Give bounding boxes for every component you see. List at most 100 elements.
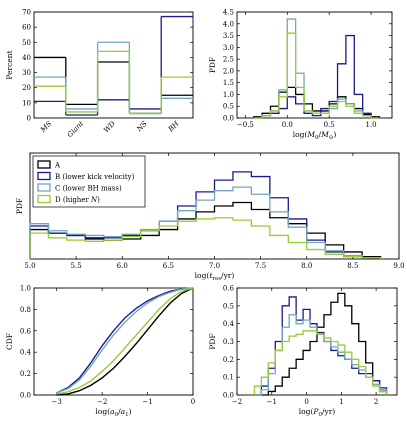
- y-tick-label: 70: [22, 9, 31, 17]
- series-A: [34, 56, 193, 115]
- y-tick-label: 0.0: [223, 392, 234, 400]
- x-tick-label: 6.5: [163, 262, 174, 270]
- y-axis-label: PDF: [15, 198, 24, 214]
- y-tick-label: 0.5: [223, 302, 234, 310]
- y-tick-label: 10: [22, 99, 31, 107]
- y-tick-label: 0.4: [223, 320, 235, 328]
- axes-frame: [236, 11, 393, 119]
- series-A-histogram: [254, 292, 388, 396]
- legend-label: C (lower BH mass): [55, 185, 122, 193]
- y-tick-label: 3.0: [223, 44, 234, 52]
- x-tick-label: 0.0: [282, 121, 293, 129]
- x-tick-label: −2: [232, 398, 242, 406]
- legend-swatch: [37, 183, 51, 192]
- y-tick-label: 1.0: [223, 91, 234, 99]
- x-tick-label: 5.5: [71, 262, 82, 270]
- y-tick-label: 0.8: [20, 306, 31, 314]
- x-tick-label: 1: [339, 398, 343, 406]
- series-B-cdf-line: [56, 287, 194, 394]
- x-tick-label: 7.5: [255, 262, 266, 270]
- series-B-histogram: [254, 296, 388, 396]
- legend-swatch: [37, 194, 51, 204]
- series-C-cdf-line: [56, 287, 194, 394]
- x-tick-label: −0.5: [237, 121, 254, 129]
- y-tick-label: 50: [22, 39, 31, 47]
- x-tick-label: 1.0: [365, 121, 376, 129]
- y-tick-label: 4.5: [223, 9, 234, 17]
- y-tick-label: 0.4: [20, 349, 32, 357]
- legend: A B (lower kick velocity) C (lower BH mass…: [32, 155, 146, 208]
- x-tick-label: 5.0: [24, 262, 35, 270]
- y-tick-label: 1.5: [223, 79, 234, 87]
- y-axis-label: Percent: [5, 50, 14, 79]
- y-axis-label: PDF: [208, 333, 217, 349]
- category-label: Giant: [66, 120, 85, 139]
- series-D-histogram: [253, 330, 388, 395]
- legend-swatch: [37, 171, 51, 181]
- category-label: WD: [102, 119, 117, 134]
- series-B: [34, 15, 193, 116]
- x-axis-label: log(M0/M⊙): [293, 130, 337, 141]
- y-tick-label: 0.0: [20, 392, 31, 400]
- x-tick-label: 8.5: [347, 262, 358, 270]
- y-tick-label: 30: [22, 69, 31, 77]
- legend-swatch: [37, 160, 51, 169]
- y-tick-label: 0.6: [20, 327, 32, 335]
- category-label: MS: [38, 120, 53, 135]
- y-tick-label: 3.5: [223, 32, 234, 40]
- legend-label: A: [54, 162, 61, 170]
- x-tick-label: 0.5: [324, 121, 335, 129]
- series-D-cdf-line: [56, 287, 194, 395]
- x-tick-label: 2: [374, 398, 378, 406]
- x-tick-label: 6.0: [117, 262, 128, 270]
- y-tick-label: 0.6: [223, 285, 235, 293]
- series-B-histogram: [253, 34, 380, 119]
- series-D: [34, 50, 193, 115]
- x-tick-label: −3: [52, 398, 62, 406]
- y-tick-label: 2.0: [223, 67, 234, 75]
- x-tick-label: 9.0: [393, 262, 404, 270]
- x-axis-label: log(tres/yr): [195, 271, 235, 282]
- y-tick-label: 0: [27, 115, 31, 123]
- series-C-histogram: [29, 186, 382, 259]
- x-tick-label: 8.0: [301, 262, 312, 270]
- x-tick-label: 0: [304, 398, 308, 406]
- x-axis-label: log(a0/a1): [95, 407, 131, 418]
- x-tick-label: −2: [97, 398, 107, 406]
- axes-frame: [33, 287, 194, 396]
- y-axis-label: PDF: [208, 57, 217, 73]
- y-tick-label: 1.0: [20, 285, 31, 293]
- series-C: [34, 41, 193, 115]
- y-tick-label: 0.5: [223, 103, 234, 111]
- legend-label: B (lower kick velocity): [55, 173, 135, 181]
- x-tick-label: −1: [142, 398, 152, 406]
- series-C-histogram: [253, 18, 380, 119]
- series-D-histogram: [29, 217, 382, 259]
- axes-frame: [33, 11, 194, 119]
- category-label: NS: [135, 120, 149, 134]
- series-A-cdf-line: [56, 287, 194, 396]
- panel-mass-pdf: 0.00.51.01.52.02.53.03.54.04.5−0.5 0.0 0.5…: [208, 9, 393, 141]
- panel-residence-time-pdf: 5.0 5.5 6.0 6.5 7.0 7.5 8.0 8.5 9.0 PDF log(tres/y…: [15, 152, 405, 282]
- panel-stellar-type: 0 10 20 30 40 50 60 70 MS Giant WD NS BH Percent: [5, 9, 194, 139]
- y-tick-label: 20: [22, 84, 31, 92]
- panel-semimajor-cdf: 0.0 0.2 0.4 0.6 0.8 1.0 −3 −2 −1 0 CDF log(a0/a1): [5, 285, 195, 419]
- y-tick-label: 0.0: [223, 115, 234, 123]
- x-axis-label: log(P0/yr): [299, 407, 336, 418]
- series-D-histogram: [253, 32, 380, 119]
- y-tick-label: 0.3: [223, 338, 234, 346]
- y-tick-label: 0.2: [20, 370, 31, 378]
- legend-label: D (higher N): [55, 196, 100, 204]
- panel-period-pdf: 0.0 0.1 0.2 0.3 0.4 0.5 0.6 −2 −1 0 1 2 PDF log(P0/yr…: [208, 285, 398, 418]
- y-tick-label: 2.5: [223, 56, 234, 64]
- x-tick-label: −1: [267, 398, 277, 406]
- category-label: BH: [166, 119, 181, 134]
- y-tick-label: 0.2: [223, 356, 234, 364]
- y-tick-label: 0.1: [223, 374, 234, 382]
- y-tick-label: 40: [22, 54, 31, 62]
- y-tick-label: 60: [22, 24, 31, 32]
- x-tick-label: 0: [191, 398, 195, 406]
- x-tick-label: 7.0: [209, 262, 220, 270]
- y-axis-label: CDF: [5, 333, 14, 350]
